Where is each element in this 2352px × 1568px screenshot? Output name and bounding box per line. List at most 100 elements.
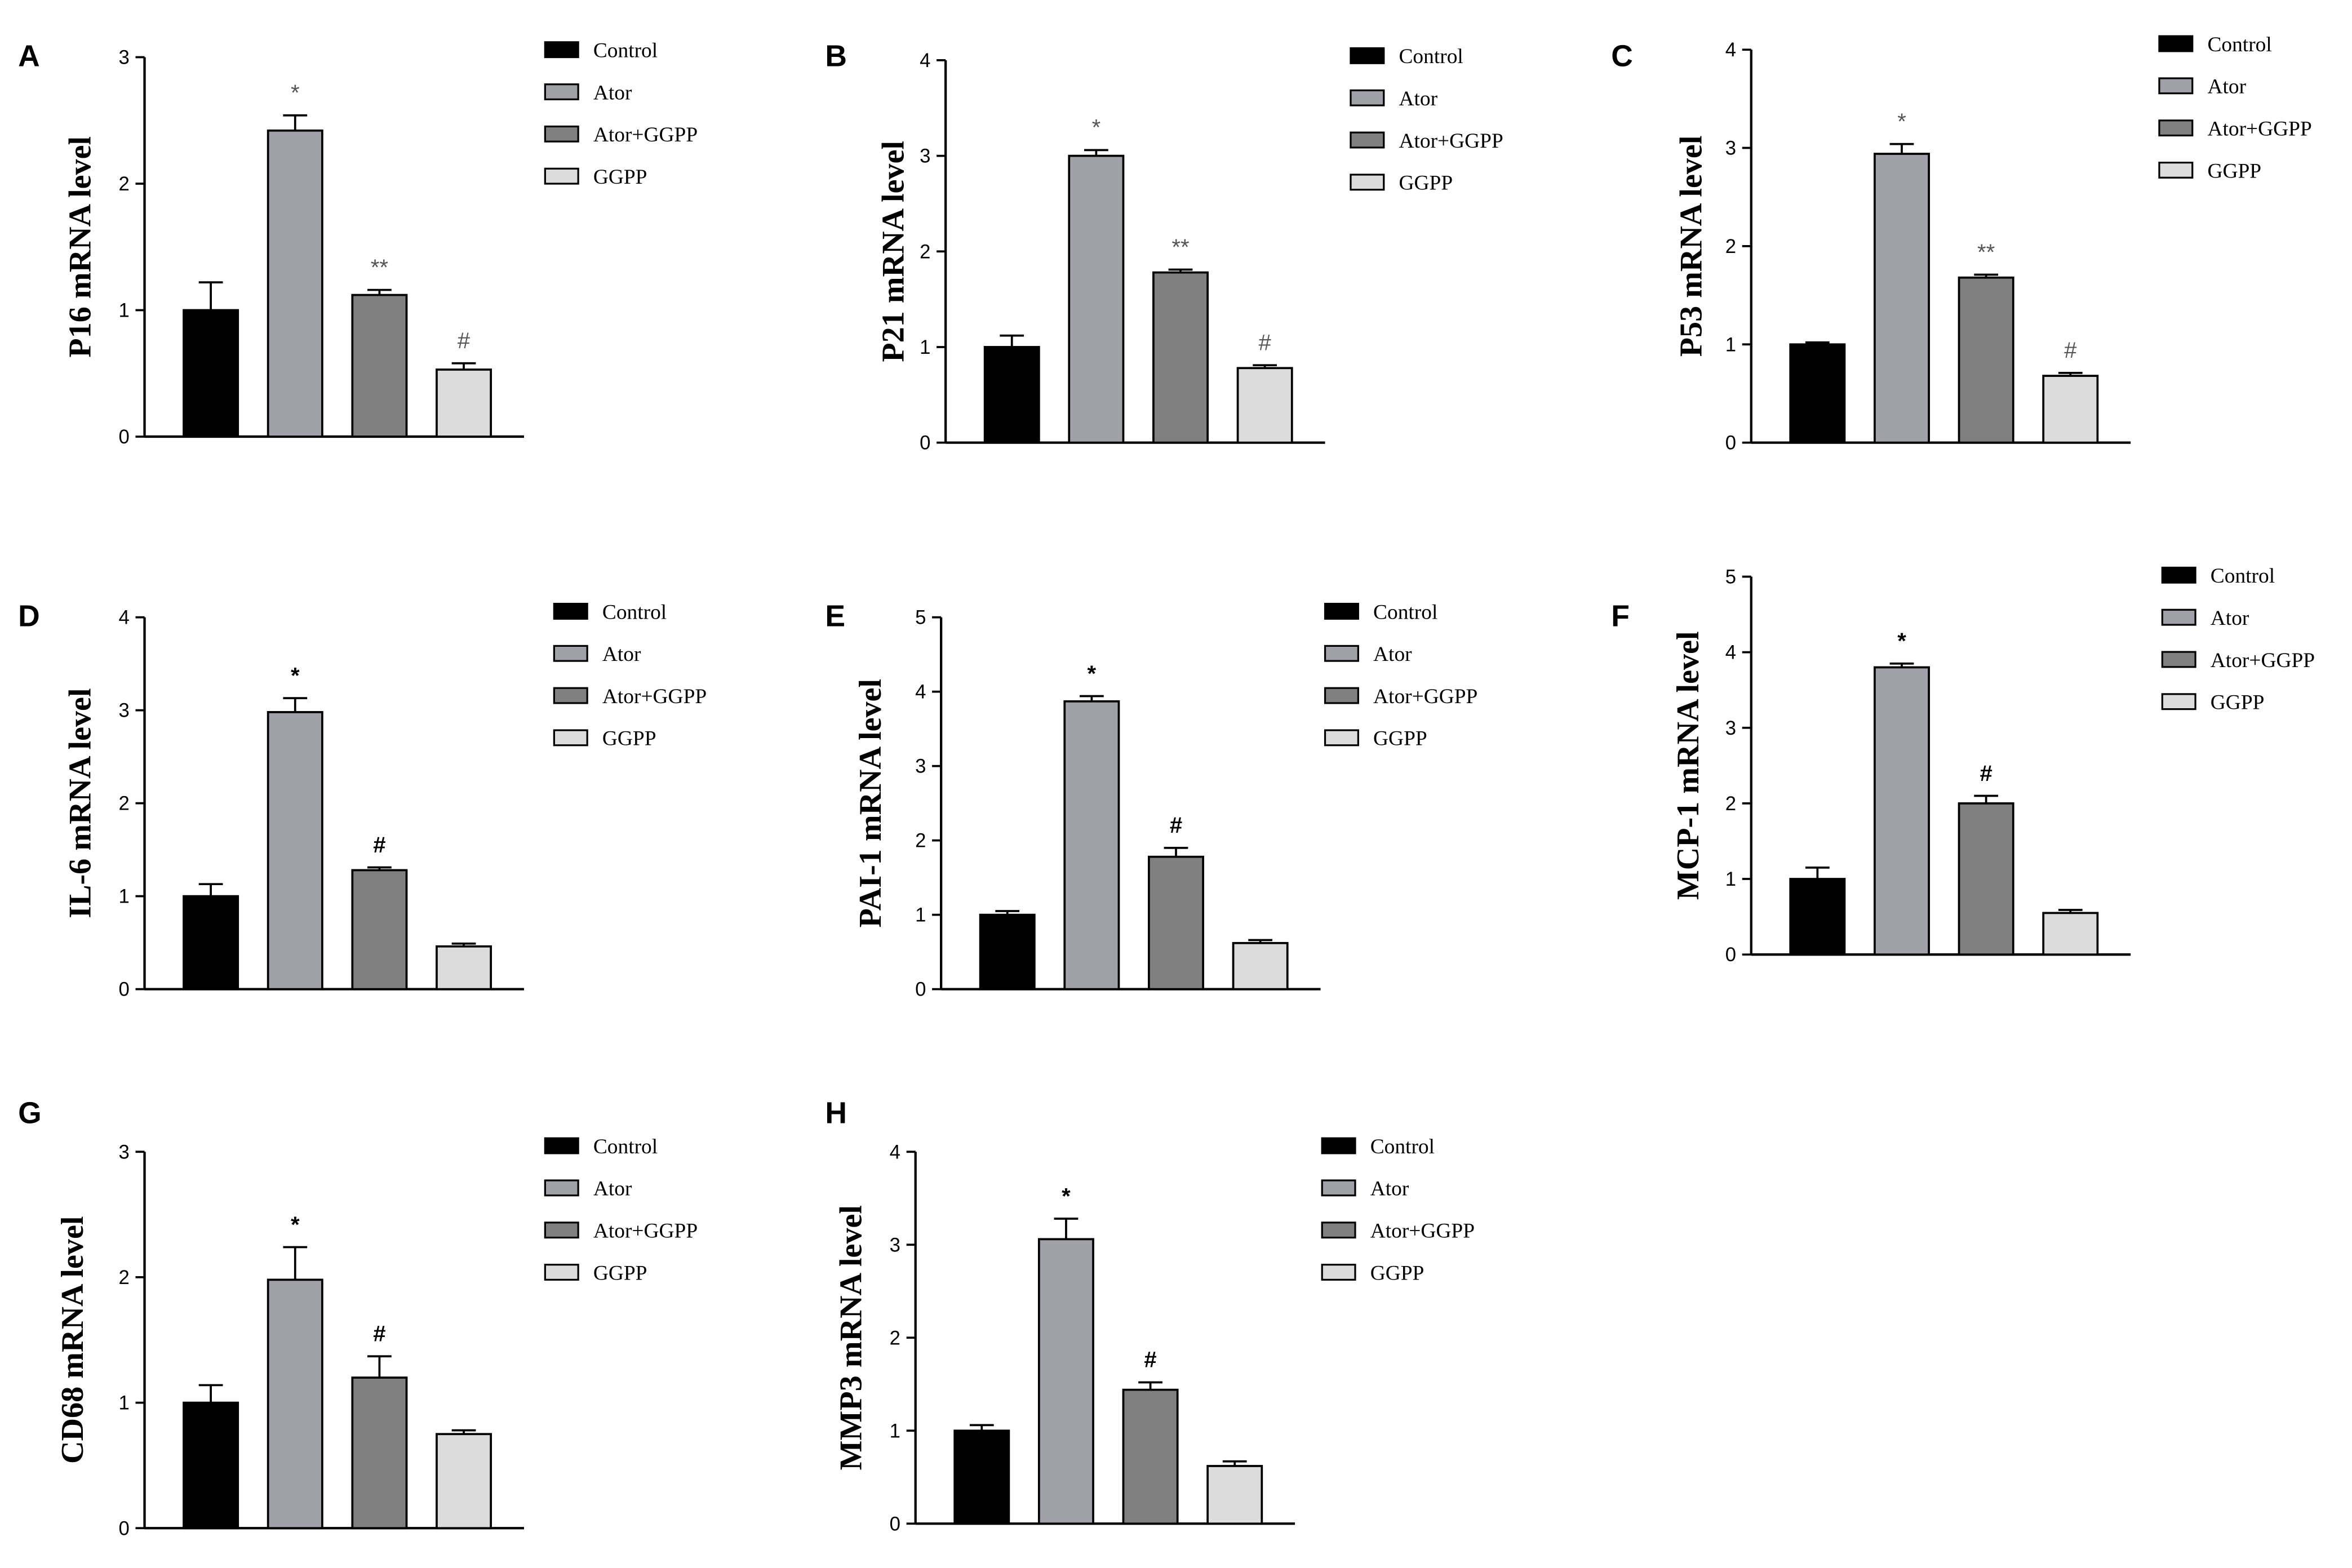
legend-label: Control [2211, 565, 2275, 588]
legend-swatch [1324, 687, 1359, 704]
legend-swatch [544, 1221, 579, 1239]
bar-ator [267, 711, 323, 990]
legend-label: GGPP [593, 1261, 647, 1285]
legend-label: GGPP [1370, 1261, 1424, 1285]
legend-label: Ator [2211, 607, 2249, 630]
panel-label: A [18, 40, 40, 73]
legend-label: Ator [602, 643, 641, 666]
y-tick-label: 4 [890, 1141, 900, 1163]
significance-label: * [1897, 109, 1906, 134]
legend-swatch [2161, 651, 2196, 668]
y-axis-title: P53 mRNA level [1674, 136, 1709, 357]
bar-ggpp [436, 945, 492, 990]
legend-swatch [1324, 645, 1359, 662]
legend-swatch [544, 167, 579, 185]
y-tick-label: 3 [1725, 718, 1736, 739]
legend-swatch [553, 602, 588, 620]
legend-swatch [2158, 161, 2194, 179]
legend-label: GGPP [1399, 172, 1453, 195]
legend-label: Control [1399, 45, 1463, 68]
significance-label: # [458, 328, 471, 353]
bar-ggpp [2042, 375, 2099, 444]
panel-H: H MMP3 mRNA level 0 1 2 3 4 * # Control Ator Ator+G… [825, 1096, 1475, 1535]
bar-ggpp [2042, 912, 2099, 956]
significance-label: * [1897, 629, 1906, 654]
legend-swatch [2158, 119, 2194, 137]
y-tick-label: 2 [1725, 793, 1736, 815]
legend-swatch [1321, 1137, 1356, 1154]
legend-label: Ator+GGPP [593, 123, 698, 146]
legend-swatch [1321, 1221, 1356, 1239]
bar-control [983, 346, 1040, 444]
bar-control [1789, 878, 1846, 956]
y-tick-label: 1 [1725, 334, 1736, 356]
legend-swatch [1350, 174, 1385, 191]
y-tick-label: 3 [118, 1141, 129, 1163]
y-tick-label: 3 [1725, 138, 1736, 159]
panel-label: G [18, 1096, 42, 1130]
legend-swatch [544, 125, 579, 143]
legend-swatch [2158, 35, 2194, 52]
bar-ator-plus-ggpp [1122, 1388, 1179, 1525]
y-tick-label: 4 [1725, 642, 1736, 664]
bar-control [183, 895, 239, 990]
bar-ator [267, 1278, 323, 1530]
legend-label: GGPP [593, 166, 647, 189]
y-tick-label: 1 [118, 1393, 129, 1414]
y-tick-label: 1 [1725, 869, 1736, 890]
legend-label: Ator+GGPP [1370, 1220, 1475, 1243]
legend-label: Ator+GGPP [602, 685, 707, 708]
bar-ator-plus-ggpp [351, 1376, 408, 1530]
panel-G: G CD68 mRNA level 0 1 2 3 * # Control Ator Ator+GG… [18, 1096, 698, 1539]
legend-swatch [553, 687, 588, 704]
legend-label: Ator [593, 1178, 632, 1201]
legend-label: Control [2207, 33, 2271, 56]
y-axis-title: CD68 mRNA level [55, 1216, 90, 1464]
legend-label: GGPP [2211, 691, 2265, 714]
significance-label: # [1259, 330, 1272, 355]
legend-label: Ator+GGPP [2207, 117, 2311, 140]
y-tick-label: 1 [920, 337, 930, 358]
legend-label: Control [593, 1135, 658, 1158]
y-tick-label: 0 [1725, 944, 1736, 966]
y-tick-label: 2 [890, 1327, 900, 1349]
significance-label: ** [371, 255, 388, 280]
legend-label: Ator [1399, 87, 1437, 110]
legend-swatch [1324, 729, 1359, 747]
legend-swatch [553, 645, 588, 662]
significance-label: * [291, 81, 300, 105]
y-axis-title: MCP-1 mRNA level [1671, 631, 1706, 900]
bar-ggpp [436, 368, 492, 438]
legend-label: Control [1373, 601, 1437, 624]
legend-swatch [1350, 131, 1385, 149]
panel-D: D IL-6 mRNA level 0 1 2 3 4 * # Control Ator Ator+G… [18, 600, 707, 1001]
bar-ator-plus-ggpp [351, 869, 408, 990]
y-tick-label: 0 [920, 433, 930, 454]
bar-ator-plus-ggpp [351, 294, 408, 438]
y-tick-label: 4 [915, 682, 926, 703]
bar-ator-plus-ggpp [1958, 276, 2014, 444]
significance-label: # [1980, 761, 1992, 786]
legend-label: Ator+GGPP [1399, 130, 1503, 153]
legend-swatch [2161, 693, 2196, 710]
legend-label: Control [593, 39, 658, 63]
y-tick-label: 1 [118, 300, 129, 322]
y-tick-label: 3 [920, 146, 930, 167]
legend-swatch [1350, 89, 1385, 106]
bar-control [979, 913, 1036, 990]
y-tick-label: 2 [118, 793, 129, 815]
significance-label: * [1088, 661, 1097, 686]
y-tick-label: 2 [118, 174, 129, 195]
bar-control [1789, 343, 1846, 444]
bar-ator [1874, 153, 1930, 444]
legend-label: GGPP [2207, 159, 2261, 183]
bar-ggpp [1232, 941, 1289, 990]
y-tick-label: 4 [1725, 39, 1736, 61]
legend-label: Ator [1373, 643, 1412, 666]
significance-label: # [373, 833, 385, 858]
significance-label: ** [1977, 240, 1995, 265]
